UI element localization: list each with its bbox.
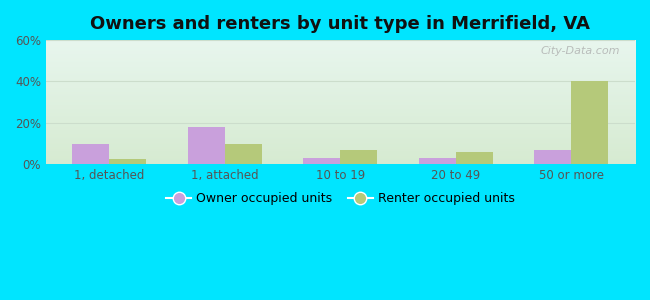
Bar [534,150,571,164]
Bar [341,150,378,164]
Bar [72,143,109,164]
Text: City-Data.com: City-Data.com [541,46,620,56]
Bar [304,158,341,164]
Legend: Owner occupied units, Renter occupied units: Owner occupied units, Renter occupied un… [161,187,519,210]
Bar [571,82,608,164]
Bar [456,152,493,164]
Bar [419,158,456,164]
Bar [109,159,146,164]
Bar [188,127,225,164]
Title: Owners and renters by unit type in Merrifield, VA: Owners and renters by unit type in Merri… [90,15,590,33]
Bar [225,143,262,164]
